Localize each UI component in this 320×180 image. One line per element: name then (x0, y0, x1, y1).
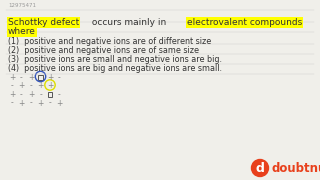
Text: +: + (47, 73, 53, 82)
Text: 12975471: 12975471 (8, 3, 36, 8)
Text: (3)  positive ions are small and negative ions are big.: (3) positive ions are small and negative… (8, 55, 222, 64)
Text: -: - (39, 90, 42, 99)
Text: +: + (56, 98, 63, 107)
Text: +: + (28, 73, 34, 82)
Text: +: + (28, 90, 34, 99)
Text: +: + (37, 82, 44, 91)
Text: -: - (58, 73, 61, 82)
Text: -: - (58, 90, 61, 99)
Text: -: - (20, 90, 23, 99)
Text: where: where (8, 27, 36, 36)
Circle shape (252, 159, 268, 177)
Text: -: - (30, 82, 32, 91)
Bar (48, 91, 52, 96)
Text: +: + (18, 98, 25, 107)
Text: (4)  positive ions are big and negative ions are small.: (4) positive ions are big and negative i… (8, 64, 222, 73)
Text: +: + (9, 90, 15, 99)
Text: +: + (9, 73, 15, 82)
Text: doubtnut: doubtnut (271, 161, 320, 174)
Text: -: - (11, 82, 13, 91)
Text: -: - (11, 98, 13, 107)
Text: -: - (20, 73, 23, 82)
Bar (38, 75, 43, 80)
Text: Schottky defect: Schottky defect (8, 18, 79, 27)
Text: occurs mainly in: occurs mainly in (89, 18, 169, 27)
Text: +: + (18, 82, 25, 91)
Text: -: - (49, 98, 52, 107)
Text: -: - (30, 98, 32, 107)
Text: electrovalent compounds: electrovalent compounds (187, 18, 302, 27)
Text: (1)  positive and negative ions are of different size: (1) positive and negative ions are of di… (8, 37, 211, 46)
Text: +: + (37, 98, 44, 107)
Text: +: + (47, 82, 53, 91)
Text: (2)  positive and negative ions are of same size: (2) positive and negative ions are of sa… (8, 46, 199, 55)
Text: d: d (256, 161, 264, 174)
